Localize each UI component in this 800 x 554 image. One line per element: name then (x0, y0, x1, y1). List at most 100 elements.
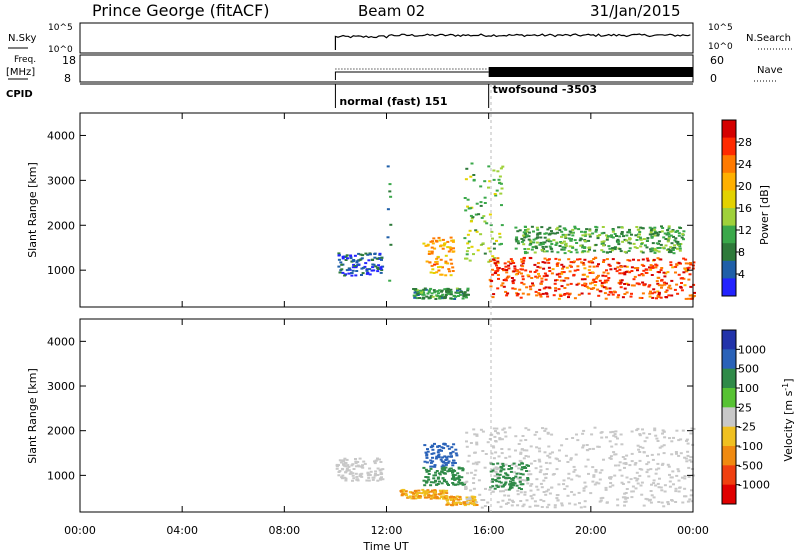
velocity-cell (508, 487, 512, 490)
power-cell (560, 271, 564, 273)
power-cell (675, 283, 679, 286)
power-cell (421, 296, 425, 299)
velocity-cell (499, 490, 502, 493)
velocity-cell (562, 483, 565, 486)
colorbar-swatch (722, 120, 736, 139)
power-cell (605, 238, 609, 241)
power-cell (507, 264, 511, 267)
power-cell (678, 243, 681, 246)
power-cell (550, 230, 553, 233)
velocity-cell (481, 430, 485, 433)
power-cell (376, 266, 380, 269)
power-cell (655, 297, 658, 300)
velocity-cell (625, 488, 629, 490)
power-cell (534, 245, 538, 248)
velocity-cell (446, 482, 449, 485)
power-cell (686, 268, 690, 271)
velocity-cell (570, 491, 574, 493)
power-cell (375, 257, 379, 260)
velocity-cell (550, 433, 554, 436)
power-cell (632, 284, 636, 287)
power-cell (555, 273, 559, 276)
power-cell (379, 271, 383, 274)
power-cell (602, 259, 606, 262)
power-cell (540, 280, 544, 283)
velocity-cell (507, 477, 511, 479)
velocity-cell (656, 482, 660, 485)
velocity-cell (553, 506, 557, 509)
power-cell (628, 228, 631, 231)
power-cell (388, 190, 392, 193)
power-cell (621, 240, 625, 243)
power-cell (522, 239, 526, 242)
power-cell (451, 266, 455, 269)
power-cell (636, 267, 640, 269)
colorbar-swatch (722, 172, 736, 191)
power-cell (551, 268, 555, 271)
velocity-cell (515, 472, 519, 475)
velocity-cell (473, 504, 477, 507)
power-cell (523, 250, 527, 253)
power-cell (529, 241, 533, 243)
power-cell (428, 296, 432, 299)
power-cell (660, 230, 664, 233)
power-cell (619, 250, 623, 253)
velocity-cell (496, 501, 500, 504)
velocity-cell (529, 462, 533, 465)
velocity-cell (447, 484, 450, 486)
power-cell (618, 279, 622, 282)
velocity-cell (499, 470, 503, 473)
power-cell (540, 226, 544, 229)
power-cell (471, 216, 475, 219)
beam-label: Beam 02 (358, 2, 425, 20)
power-cell (576, 268, 580, 271)
power-cell (617, 243, 621, 246)
power-cell (413, 291, 417, 294)
velocity-cell (493, 474, 497, 477)
velocity-cell (441, 492, 445, 495)
power-cell (488, 250, 492, 253)
power-cell (449, 291, 453, 293)
velocity-cell (461, 469, 465, 472)
velocity-cell (439, 458, 443, 461)
velocity-cell (492, 457, 496, 460)
power-cell (540, 248, 544, 251)
velocity-cell (523, 479, 527, 482)
power-cell (380, 269, 384, 271)
power-cell (661, 227, 665, 229)
power-cell (593, 249, 597, 252)
velocity-cell (653, 427, 657, 430)
power-cell (560, 272, 564, 275)
power-cell (542, 287, 546, 290)
power-cell (429, 295, 433, 298)
velocity-cell (557, 459, 561, 462)
colorbar-swatch (722, 484, 736, 505)
power-cell (680, 277, 684, 280)
power-cell (449, 248, 453, 251)
power-cell (552, 239, 556, 242)
velocity-cell (363, 462, 367, 465)
power-cell (607, 263, 611, 266)
power-cell (438, 289, 441, 292)
velocity-cell (680, 476, 684, 479)
colorbar-tick-label: 25 (738, 401, 752, 414)
power-cell (657, 291, 661, 294)
velocity-cell (683, 456, 687, 459)
power-cell (422, 291, 426, 294)
velocity-cell (652, 496, 656, 499)
velocity-cell (510, 504, 514, 507)
velocity-cell (608, 485, 612, 488)
velocity-cell (511, 479, 515, 482)
power-cell (559, 241, 563, 243)
power-cell (489, 224, 493, 227)
velocity-cell (527, 455, 530, 458)
power-cell (439, 273, 443, 276)
power-cell (536, 236, 540, 239)
velocity-cell (458, 479, 462, 481)
velocity-cell (429, 465, 433, 468)
velocity-cell (683, 495, 686, 498)
velocity-cell (542, 479, 546, 482)
velocity-cell (472, 482, 476, 484)
power-cell (569, 261, 573, 264)
